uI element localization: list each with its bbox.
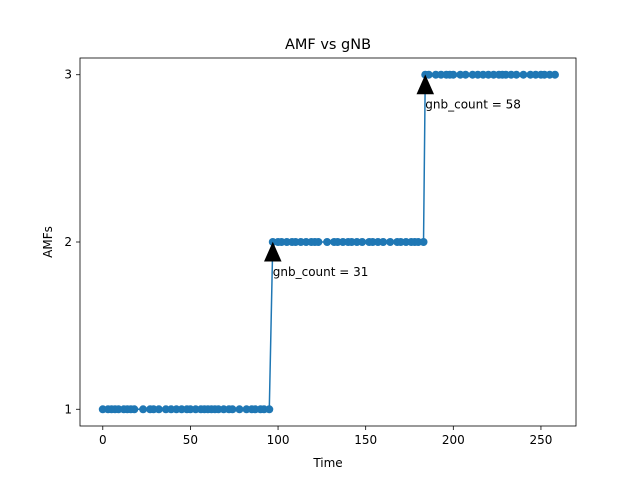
annotation-label-0: gnb_count = 31 [273, 265, 369, 279]
data-point [419, 238, 428, 246]
annotation-arrow-0 [264, 241, 282, 262]
annotation-label-1: gnb_count = 58 [425, 98, 521, 112]
data-point [228, 405, 237, 414]
x-axis-label: Time [312, 456, 342, 470]
data-point [358, 238, 367, 246]
y-tick-label: 3 [64, 68, 72, 82]
data-point [424, 70, 433, 79]
data-point [512, 70, 521, 79]
data-point [265, 405, 274, 414]
data-point [235, 405, 244, 414]
data-point [139, 405, 148, 414]
data-point [461, 70, 470, 79]
y-tick-label: 2 [64, 235, 72, 249]
data-point [323, 238, 332, 246]
data-point [314, 238, 323, 246]
annotation-arrow-1 [416, 74, 435, 95]
x-tick-label: 250 [529, 433, 552, 447]
x-tick-label: 150 [354, 433, 377, 447]
data-point [449, 70, 458, 79]
plot-area: gnb_count = 31 gnb_count = 58 0 50 100 150 200… [64, 57, 577, 447]
y-tick-label: 1 [64, 402, 72, 416]
data-point [386, 238, 395, 246]
data-point [519, 70, 528, 79]
data-point [154, 405, 163, 414]
x-tick-label: 100 [267, 433, 290, 447]
data-point [550, 70, 559, 79]
chart-title: AMF vs gNB [285, 37, 371, 53]
x-tick-label: 0 [99, 433, 107, 447]
y-axis-label: AMFs [41, 226, 55, 258]
data-point [130, 405, 139, 414]
x-tick-label: 50 [183, 433, 198, 447]
data-point [379, 238, 388, 246]
x-tick-label: 200 [442, 433, 465, 447]
